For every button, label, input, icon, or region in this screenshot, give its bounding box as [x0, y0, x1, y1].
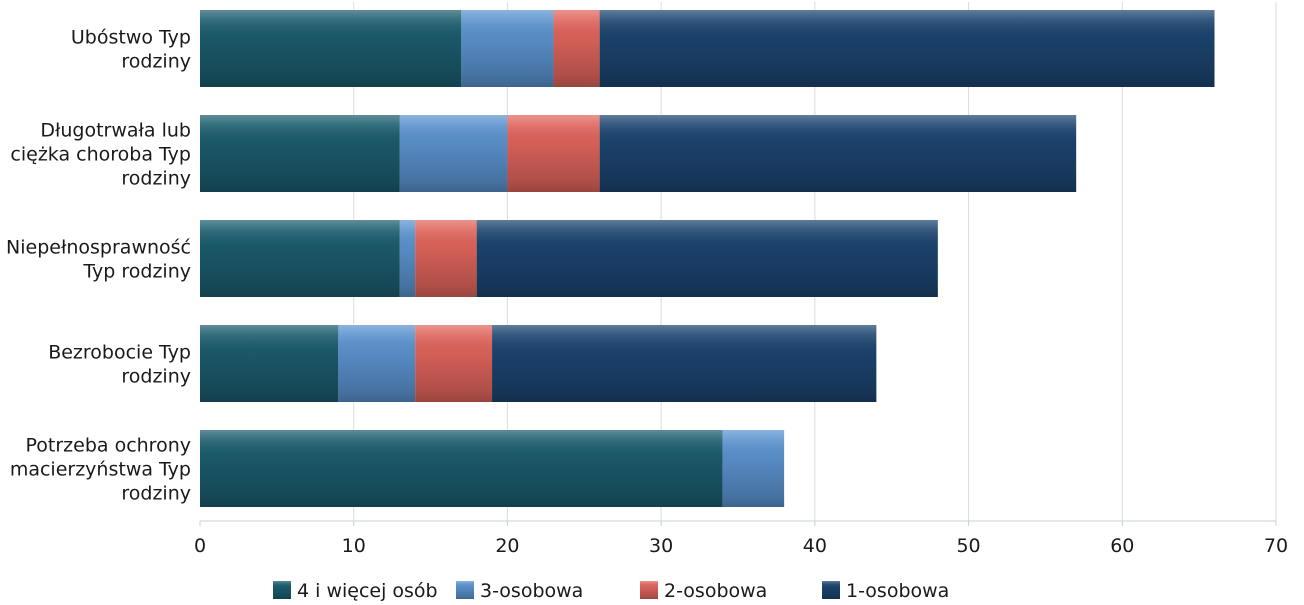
category-label-2: Niepełnosprawność Typ rodziny [6, 237, 191, 283]
bar-shading-0-3 [599, 10, 1215, 87]
category-label-4: Potrzeba ochrony macierzyństwa Typ rodziny [10, 435, 191, 505]
x-tick-label-2: 20 [495, 535, 519, 557]
legend-label-2: 2-osobowa [664, 580, 767, 602]
bar-shading-2-2 [415, 220, 477, 297]
x-tick-label-4: 40 [803, 535, 827, 557]
bars [200, 10, 1215, 507]
bar-shading-1-3 [599, 115, 1077, 192]
bar-shading-0-0 [200, 10, 462, 87]
bar-shading-3-1 [338, 325, 416, 402]
legend-swatch-shading-2 [640, 581, 658, 599]
x-tick-label-3: 30 [649, 535, 673, 557]
bar-shading-3-0 [200, 325, 339, 402]
x-tick-label-6: 60 [1110, 535, 1134, 557]
x-tick-label-7: 70 [1264, 535, 1288, 557]
bar-shading-1-2 [507, 115, 600, 192]
category-label-1: Długotrwała lub ciężka choroba Typ rodziny [10, 120, 191, 190]
category-labels: Ubóstwo Typ rodziny Długotrwała lub ciężka … [6, 27, 191, 505]
legend-swatch-shading-3 [822, 581, 840, 599]
bar-shading-0-2 [553, 10, 600, 87]
bar-shading-2-1 [399, 220, 416, 297]
legend-swatch-shading-1 [456, 581, 474, 599]
legend-label-1: 3-osobowa [480, 580, 583, 602]
bar-shading-3-3 [492, 325, 877, 402]
category-label-0: Ubóstwo Typ rodziny [71, 27, 191, 73]
legend-label-3: 1-osobowa [846, 580, 949, 602]
legend: 4 i więcej osób 3-osobowa 2-osobowa 1-osobo… [273, 580, 949, 602]
bar-shading-4-1 [722, 430, 785, 507]
bar-shading-1-1 [399, 115, 508, 192]
bar-shading-1-0 [200, 115, 400, 192]
bar-shading-0-1 [461, 10, 554, 87]
legend-swatch-shading-0 [273, 581, 291, 599]
bar-shading-2-3 [476, 220, 938, 297]
bar-shading-2-0 [200, 220, 400, 297]
bar-shading-4-0 [200, 430, 723, 507]
x-axis: 0 10 20 30 40 50 60 70 [194, 520, 1288, 557]
x-tick-label-5: 50 [956, 535, 980, 557]
bar-shading-3-2 [415, 325, 493, 402]
x-tick-label-0: 0 [194, 535, 206, 557]
legend-label-0: 4 i więcej osób [297, 580, 438, 602]
x-tick-label-1: 10 [342, 535, 366, 557]
category-label-3: Bezrobocie Typ rodziny [48, 342, 191, 388]
